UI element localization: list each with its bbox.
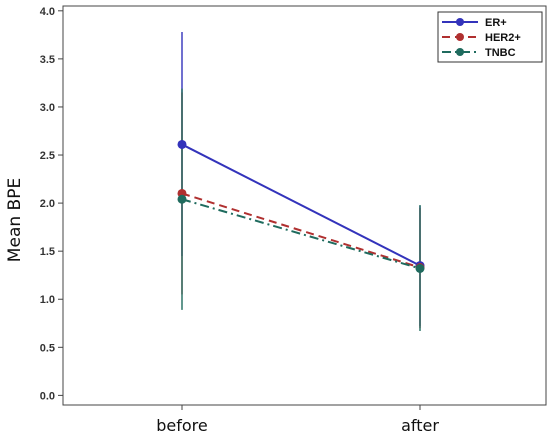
y-tick-label: 3.5 (40, 54, 55, 66)
legend-label-tnbc: TNBC (485, 47, 516, 59)
legend-label-er: ER+ (485, 17, 507, 29)
data-point-tnbc-before (177, 194, 187, 204)
legend-marker-tnbc (456, 48, 464, 56)
y-tick-label: 0.0 (40, 390, 55, 402)
y-tick-label: 1.5 (40, 246, 55, 258)
data-point-tnbc-after (415, 263, 425, 273)
series-line-er (181, 143, 421, 267)
plot-frame (62, 5, 547, 406)
legend-marker-er (456, 18, 464, 26)
y-tick-label: 3.0 (40, 102, 55, 114)
x-tick-label: after (401, 416, 439, 435)
legend-marker-her2 (456, 33, 464, 41)
data-point-er-before (177, 139, 187, 149)
x-tick-label: before (156, 416, 208, 435)
y-axis-title: Mean BPE (5, 178, 25, 262)
y-tick-label: 2.5 (40, 150, 55, 162)
series-line-tnbc (181, 198, 421, 270)
series-line-her2 (181, 192, 421, 269)
y-tick-label: 1.0 (40, 294, 55, 306)
y-tick-label: 4.0 (40, 6, 55, 18)
y-tick-label: 0.5 (40, 342, 55, 354)
legend-label-her2: HER2+ (485, 32, 521, 44)
y-tick-label: 2.0 (40, 198, 55, 210)
